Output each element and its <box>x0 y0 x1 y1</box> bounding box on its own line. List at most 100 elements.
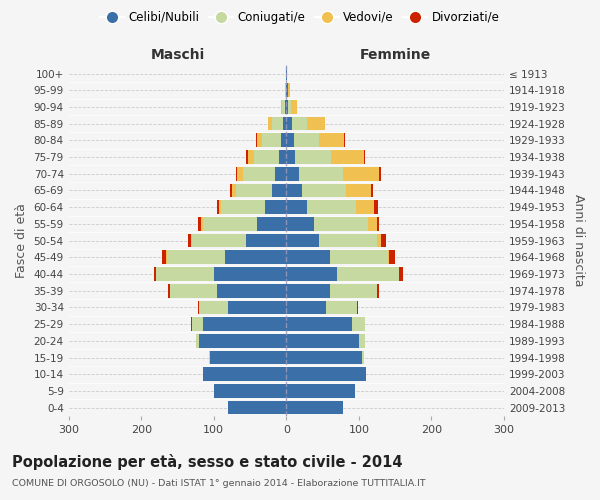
Bar <box>289 84 290 97</box>
Bar <box>243 167 275 180</box>
Bar <box>156 267 214 281</box>
Bar <box>247 150 248 164</box>
Bar <box>400 267 403 281</box>
Bar <box>210 350 286 364</box>
Bar <box>286 100 289 114</box>
Bar <box>337 267 399 281</box>
Bar <box>257 134 262 147</box>
Bar <box>314 217 368 230</box>
Bar <box>302 184 346 198</box>
Bar <box>286 217 314 230</box>
Bar <box>330 284 377 298</box>
Y-axis label: Fasce di età: Fasce di età <box>15 203 28 278</box>
Bar <box>388 250 389 264</box>
Bar <box>166 250 167 264</box>
Bar <box>224 250 286 264</box>
Bar <box>288 84 289 97</box>
Bar <box>319 234 377 247</box>
Bar <box>292 100 297 114</box>
Bar <box>286 134 293 147</box>
Bar <box>275 167 286 180</box>
Bar <box>281 134 286 147</box>
Bar <box>236 167 237 180</box>
Bar <box>286 250 330 264</box>
Bar <box>286 200 307 214</box>
Bar <box>199 300 228 314</box>
Bar <box>247 234 286 247</box>
Bar <box>359 334 365 347</box>
Bar <box>192 317 203 331</box>
Bar <box>236 184 272 198</box>
Bar <box>167 250 224 264</box>
Bar <box>199 334 286 347</box>
Bar <box>198 300 199 314</box>
Bar <box>170 284 217 298</box>
Bar <box>198 217 202 230</box>
Legend: Celibi/Nubili, Coniugati/e, Vedovi/e, Divorziati/e: Celibi/Nubili, Coniugati/e, Vedovi/e, Di… <box>98 8 502 26</box>
Bar <box>191 234 192 247</box>
Bar <box>377 284 379 298</box>
Bar <box>293 134 319 147</box>
Bar <box>248 150 254 164</box>
Bar <box>319 134 344 147</box>
Bar <box>346 184 371 198</box>
Bar <box>286 284 330 298</box>
Bar <box>307 117 325 130</box>
Bar <box>202 217 203 230</box>
Bar <box>203 217 257 230</box>
Bar <box>286 117 292 130</box>
Bar <box>286 350 362 364</box>
Bar <box>282 100 285 114</box>
Bar <box>214 267 286 281</box>
Bar <box>286 334 359 347</box>
Bar <box>292 117 307 130</box>
Bar <box>330 250 388 264</box>
Bar <box>289 100 292 114</box>
Text: Maschi: Maschi <box>151 48 205 62</box>
Bar <box>257 217 286 230</box>
Bar <box>343 167 379 180</box>
Bar <box>380 234 386 247</box>
Bar <box>272 184 286 198</box>
Bar <box>399 267 400 281</box>
Bar <box>281 100 282 114</box>
Bar <box>221 200 265 214</box>
Bar <box>286 384 355 398</box>
Bar <box>214 384 286 398</box>
Bar <box>371 184 373 198</box>
Bar <box>286 300 326 314</box>
Bar <box>162 250 166 264</box>
Bar <box>203 317 286 331</box>
Bar <box>286 184 302 198</box>
Bar <box>228 300 286 314</box>
Bar <box>331 150 364 164</box>
Text: Femmine: Femmine <box>359 48 431 62</box>
Bar <box>279 150 286 164</box>
Bar <box>362 350 364 364</box>
Bar <box>191 317 192 331</box>
Bar <box>374 200 378 214</box>
Y-axis label: Anni di nascita: Anni di nascita <box>572 194 585 287</box>
Bar <box>283 117 286 130</box>
Bar <box>209 350 210 364</box>
Bar <box>389 250 395 264</box>
Bar <box>168 284 170 298</box>
Bar <box>217 284 286 298</box>
Bar <box>286 66 287 80</box>
Bar <box>237 167 243 180</box>
Bar <box>254 150 279 164</box>
Bar <box>379 167 380 180</box>
Bar <box>272 117 283 130</box>
Bar <box>230 184 232 198</box>
Text: Popolazione per età, sesso e stato civile - 2014: Popolazione per età, sesso e stato civil… <box>12 454 403 470</box>
Bar <box>203 368 286 381</box>
Bar <box>219 200 221 214</box>
Bar <box>286 368 366 381</box>
Bar <box>295 150 331 164</box>
Bar <box>256 134 257 147</box>
Bar <box>326 300 356 314</box>
Bar <box>286 150 295 164</box>
Bar <box>188 234 191 247</box>
Bar <box>286 267 337 281</box>
Bar <box>364 150 365 164</box>
